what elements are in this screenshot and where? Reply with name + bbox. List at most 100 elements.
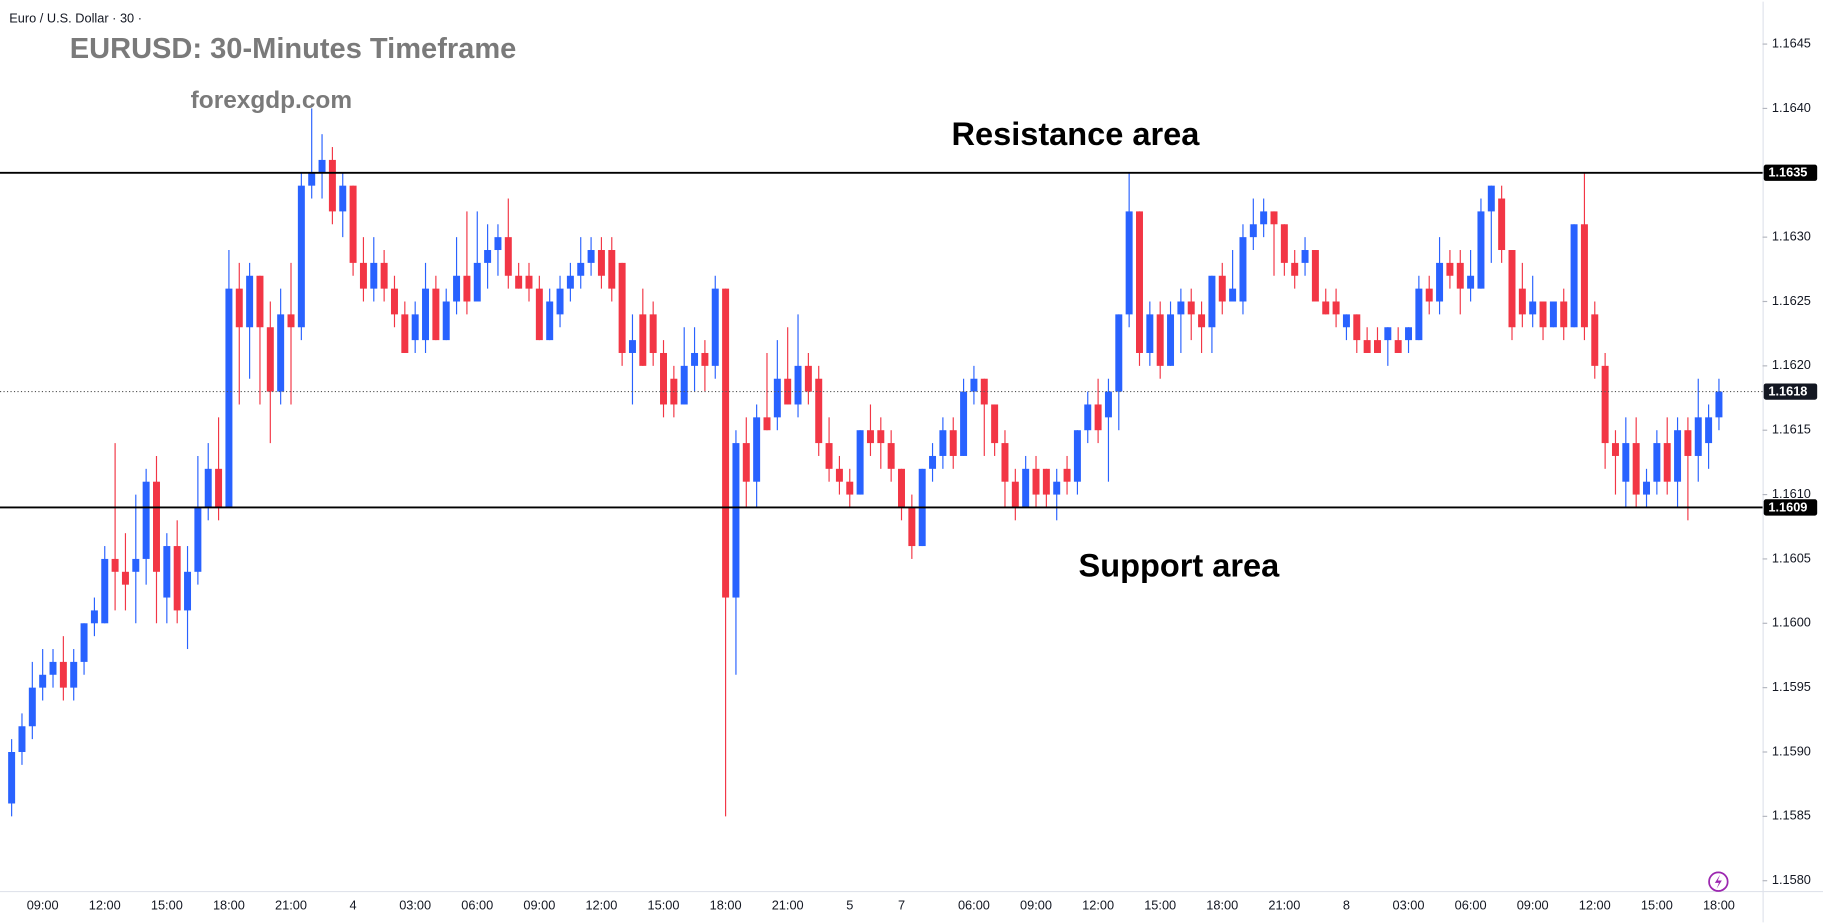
candle-body [1249,224,1257,238]
x-tick-label: 21:00 [772,897,804,912]
candle-body [1611,443,1619,456]
candle-body [1115,314,1123,392]
candle-body [1498,198,1506,251]
x-tick-label: 15:00 [151,897,183,912]
candle-body [1167,314,1175,366]
candle-body [815,378,823,444]
candle-body [1053,481,1061,495]
x-tick-label: 09:00 [1517,897,1549,912]
candle-body [1322,301,1330,315]
y-tick-label: 1.1605 [1772,550,1811,565]
candle-body [856,430,864,495]
candle-body [1549,301,1557,328]
candle-body [1198,314,1206,328]
x-tick-label: 12:00 [89,897,121,912]
candle-body [153,481,160,572]
candle-body [877,430,885,444]
candle-body [1539,301,1547,328]
candle-body [701,352,709,366]
x-tick-label: 12:00 [1579,897,1611,912]
candle-body [90,610,98,624]
candle-body [1239,237,1247,302]
candle-body [566,275,574,289]
candle-body [691,352,699,366]
candle-body [1280,224,1288,263]
candle-body [804,365,812,392]
candle-body [628,340,636,353]
lightning-icon[interactable] [1708,871,1729,892]
candle-body [494,237,502,251]
candle-body [1456,262,1464,289]
x-tick-label: 03:00 [399,897,431,912]
candle-body [194,507,202,572]
candle-body [287,314,295,328]
candle-body [1084,404,1092,431]
candle-body [908,507,916,547]
x-tick-label: 09:00 [27,897,59,912]
candle-body [28,687,36,727]
candle-body [1487,185,1495,212]
candle-body [1415,288,1423,341]
candle-body [711,288,719,366]
candle-body [1301,250,1309,263]
y-tick-label: 1.1590 [1772,743,1811,758]
candle-body [639,314,647,366]
candle-body [1653,443,1661,482]
candle-body [1560,301,1568,328]
candle-body [266,327,274,392]
candle-body [256,275,264,328]
candle-body [1073,430,1081,482]
level-label: 1.1635 [1768,165,1807,180]
y-tick-label: 1.1600 [1772,615,1811,630]
x-tick-label: 03:00 [1393,897,1425,912]
candle-body [722,288,730,598]
candle-body [1684,430,1692,456]
candle-body [846,481,854,495]
candle-body [1218,275,1226,302]
candle-body [80,623,88,662]
annotation: Resistance area [951,116,1200,152]
x-tick-label: 09:00 [523,897,555,912]
candle-body [380,262,388,289]
candle-body [401,314,409,353]
candle-body [1353,314,1361,341]
chart-title: EURUSD: 30-Minutes Timeframe [70,33,517,65]
candle-body [1291,262,1299,276]
candle-body [1477,211,1485,289]
y-tick-label: 1.1585 [1772,808,1811,823]
x-tick-label: 12:00 [585,897,617,912]
candle-body [225,288,233,508]
candle-body [1022,468,1030,508]
candle-body [587,250,595,263]
candle-body [1136,211,1143,353]
candle-body [1146,314,1154,353]
candle-body [1591,314,1599,366]
candle-body [1467,275,1475,289]
candle-body [1384,327,1392,341]
x-tick-label: 15:00 [1144,897,1176,912]
candle-body [328,159,336,212]
candle-body [649,314,657,353]
candle-body [297,185,305,328]
candle-body [556,288,564,315]
candle-body [991,404,999,444]
y-tick-label: 1.1595 [1772,679,1811,694]
candle-body [432,288,440,341]
candle-body [1694,417,1702,456]
candle-body [1156,314,1164,366]
level-label: 1.1609 [1768,499,1807,514]
candle-body [142,481,150,559]
candle-body [1518,288,1526,315]
candle-body [453,275,461,302]
candle-body [1229,288,1237,302]
x-tick-label: 18:00 [1703,897,1735,912]
candle-body [184,571,192,611]
candle-body [1311,250,1319,302]
x-tick-label: 06:00 [1455,897,1487,912]
candle-body [525,275,533,289]
candle-body [163,546,171,598]
annotation: Support area [1079,547,1281,583]
chart-subtitle: forexgdp.com [191,87,352,114]
